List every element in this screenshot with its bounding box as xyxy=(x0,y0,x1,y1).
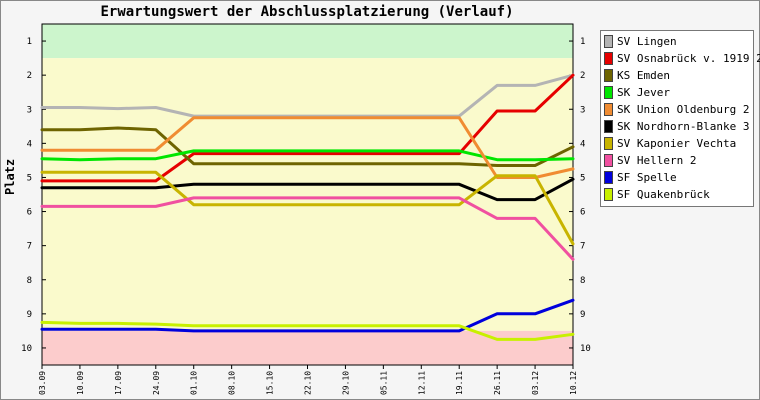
legend-label: SF Quakenbrück xyxy=(617,188,710,201)
legend-item: KS Emden xyxy=(601,67,753,84)
x-tick-label: 19.11 xyxy=(455,371,464,395)
y-tick-label: 3 xyxy=(27,105,32,115)
x-tick-label: 26.11 xyxy=(493,371,502,395)
x-tick-label: 10.09 xyxy=(76,371,85,395)
legend: SV Lingen SV Osnabrück v. 1919 2 KS Emden S… xyxy=(600,30,760,207)
series-line-sk-nordhorn-blanke-3 xyxy=(40,177,575,202)
y-tick-label: 10 xyxy=(21,344,32,354)
legend-label: SV Lingen xyxy=(617,35,677,48)
series-line-ks-emden xyxy=(40,126,575,167)
x-tick-label: 15.10 xyxy=(266,371,275,395)
x-tick-label: 10.12 xyxy=(569,371,578,395)
x-tick-label: 17.09 xyxy=(114,371,123,395)
legend-item: SV Hellern 2 xyxy=(601,152,753,169)
x-tick-label: 22.10 xyxy=(304,371,313,395)
legend-label: SV Kaponier Vechta xyxy=(617,137,737,150)
chart-title: Erwartungswert der Abschlussplatzierung … xyxy=(100,4,514,20)
legend-label: SK Union Oldenburg 2 xyxy=(617,103,750,116)
y-tick-label: 6 xyxy=(27,208,32,218)
series-line-sv-hellern-2 xyxy=(40,196,575,261)
y-tick-label: 8 xyxy=(27,276,32,286)
x-tick-label: 08.10 xyxy=(228,371,237,395)
series-line-sf-quakenbr-ck xyxy=(40,320,575,341)
y-tick-label-right: 3 xyxy=(580,105,585,115)
legend-swatch xyxy=(604,103,613,116)
legend-swatch xyxy=(604,69,613,82)
y-tick-label-right: 5 xyxy=(580,173,585,183)
series-line-sv-lingen xyxy=(40,73,575,118)
legend-label: SV Osnabrück v. 1919 2 xyxy=(617,52,760,65)
plot-area: 1 1 2 2 3 3 4 4 5 5 6 6 7 7 8 8 9 9 10 10 03.09 10.09 17.09 24.… xyxy=(21,23,591,395)
band-2 xyxy=(42,330,573,365)
y-tick-label-right: 6 xyxy=(580,208,585,218)
legend-swatch xyxy=(604,137,613,150)
series-line-sk-union-oldenburg-2 xyxy=(40,116,575,179)
x-tick-label: 03.09 xyxy=(38,371,47,395)
legend-label: KS Emden xyxy=(617,69,670,82)
legend-swatch xyxy=(604,171,613,184)
legend-label: SF Spelle xyxy=(617,171,677,184)
y-tick-label-right: 9 xyxy=(580,310,585,320)
y-tick-label-right: 7 xyxy=(580,242,585,252)
legend-item: SV Osnabrück v. 1919 2 xyxy=(601,50,760,67)
legend-label: SV Hellern 2 xyxy=(617,154,697,167)
legend-item: SK Nordhorn-Blanke 3 xyxy=(601,118,753,135)
x-tick-label: 01.10 xyxy=(190,371,199,395)
legend-label: SK Nordhorn-Blanke 3 xyxy=(617,120,750,133)
y-tick-label: 2 xyxy=(27,71,32,81)
y-tick-label-right: 4 xyxy=(580,139,585,149)
series-line-sf-spelle xyxy=(40,298,575,333)
legend-swatch xyxy=(604,120,613,133)
legend-item: SV Kaponier Vechta xyxy=(601,135,753,152)
y-tick-label-right: 1 xyxy=(580,37,585,47)
series-line-sv-kaponier-vechta xyxy=(40,170,575,246)
y-tick-label-right: 8 xyxy=(580,276,585,286)
y-tick-label: 4 xyxy=(27,139,32,149)
legend-swatch xyxy=(604,35,613,48)
legend-label: SK Jever xyxy=(617,86,670,99)
x-tick-label: 05.11 xyxy=(379,371,388,395)
band-0 xyxy=(42,24,573,59)
legend-item: SK Jever xyxy=(601,84,753,101)
legend-item: SV Lingen xyxy=(601,33,753,50)
legend-swatch xyxy=(604,154,613,167)
x-tick-label: 24.09 xyxy=(152,371,161,395)
y-tick-label: 5 xyxy=(27,173,32,183)
series-line-sv-osnabr-ck-v-1919-2 xyxy=(40,73,575,183)
legend-swatch xyxy=(604,86,613,99)
y-tick-label: 7 xyxy=(27,242,32,252)
y-tick-label-right: 10 xyxy=(580,344,591,354)
band-1 xyxy=(42,58,573,331)
legend-item: SK Union Oldenburg 2 xyxy=(601,101,753,118)
x-tick-label: 03.12 xyxy=(531,371,540,395)
legend-item: SF Spelle xyxy=(601,169,753,186)
y-tick-label: 1 xyxy=(27,37,32,47)
x-tick-label: 12.11 xyxy=(417,371,426,395)
x-tick-label: 29.10 xyxy=(341,371,350,395)
legend-item: SF Quakenbrück xyxy=(601,186,753,203)
y-tick-label-right: 2 xyxy=(580,71,585,81)
legend-swatch xyxy=(604,188,613,201)
y-tick-label: 9 xyxy=(27,310,32,320)
legend-swatch xyxy=(604,52,613,65)
